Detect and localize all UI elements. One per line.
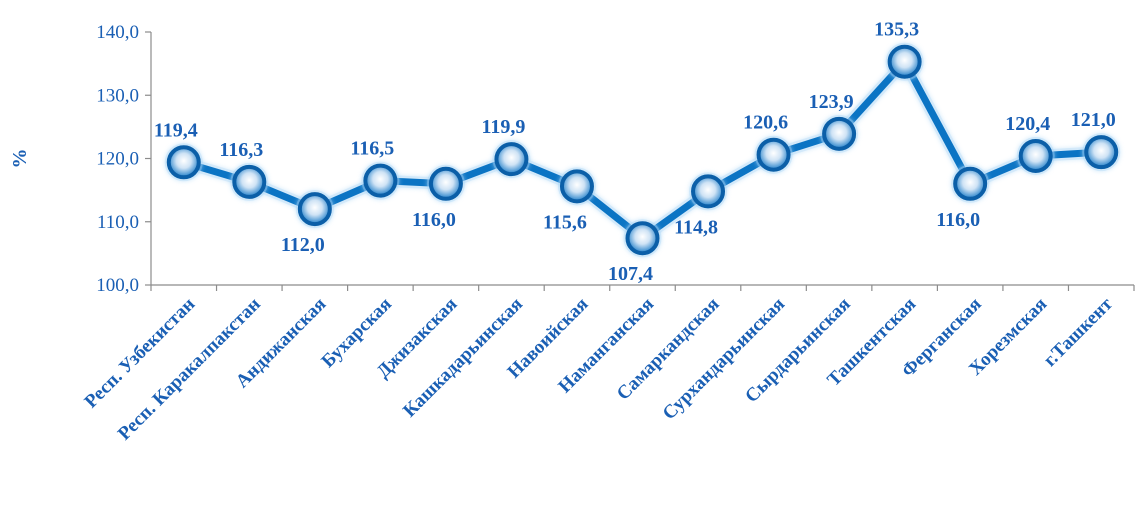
y-axis-title: %: [9, 149, 31, 169]
x-category-label: г.Ташкент: [1040, 293, 1118, 371]
x-category-label: Респ. Узбекистан: [81, 294, 200, 413]
data-point: [887, 44, 922, 79]
data-labels: 119,4 116,3 112,0 116,5 116,0 119,9 115,6 107,4…: [154, 19, 1116, 285]
data-point: [232, 164, 267, 199]
y-tick-label: 120,0: [96, 149, 139, 170]
y-tick-label: 140,0: [96, 22, 139, 43]
data-point: [559, 169, 594, 204]
data-label: 107,4: [608, 263, 653, 285]
data-label: 116,0: [936, 209, 980, 231]
data-label: 121,0: [1071, 109, 1116, 131]
series-markers: [164, 42, 1121, 258]
data-point: [822, 116, 857, 151]
y-tick-label: 130,0: [96, 85, 139, 106]
data-label: 123,9: [809, 91, 854, 113]
data-point: [756, 137, 791, 172]
data-label: 120,4: [1005, 113, 1050, 135]
x-category-label: Сурхандарьинская: [659, 294, 789, 424]
data-label: 119,9: [481, 116, 525, 138]
data-label: 112,0: [281, 234, 325, 256]
data-point: [494, 142, 529, 177]
data-point: [953, 166, 988, 201]
data-label: 116,0: [412, 209, 456, 231]
data-label: 116,3: [219, 139, 263, 161]
data-point: [428, 166, 463, 201]
data-point: [363, 163, 398, 198]
data-point: [625, 221, 660, 256]
data-label: 135,3: [874, 19, 919, 41]
y-tick-label: 110,0: [97, 212, 139, 233]
y-tick-label: 100,0: [96, 275, 139, 296]
data-label: 120,6: [743, 112, 788, 134]
data-label: 114,8: [674, 216, 718, 238]
y-axis-ticks: 100,0 110,0 120,0 130,0 140,0: [96, 22, 151, 296]
data-point: [166, 145, 201, 180]
data-point: [1018, 138, 1053, 173]
data-point: [297, 192, 332, 227]
x-category-label: Кашкадарьинская: [399, 294, 527, 422]
data-label: 119,4: [154, 119, 198, 141]
data-label: 116,5: [350, 138, 394, 160]
data-label: 115,6: [543, 211, 587, 233]
data-point: [1084, 135, 1119, 170]
data-point: [691, 174, 726, 209]
